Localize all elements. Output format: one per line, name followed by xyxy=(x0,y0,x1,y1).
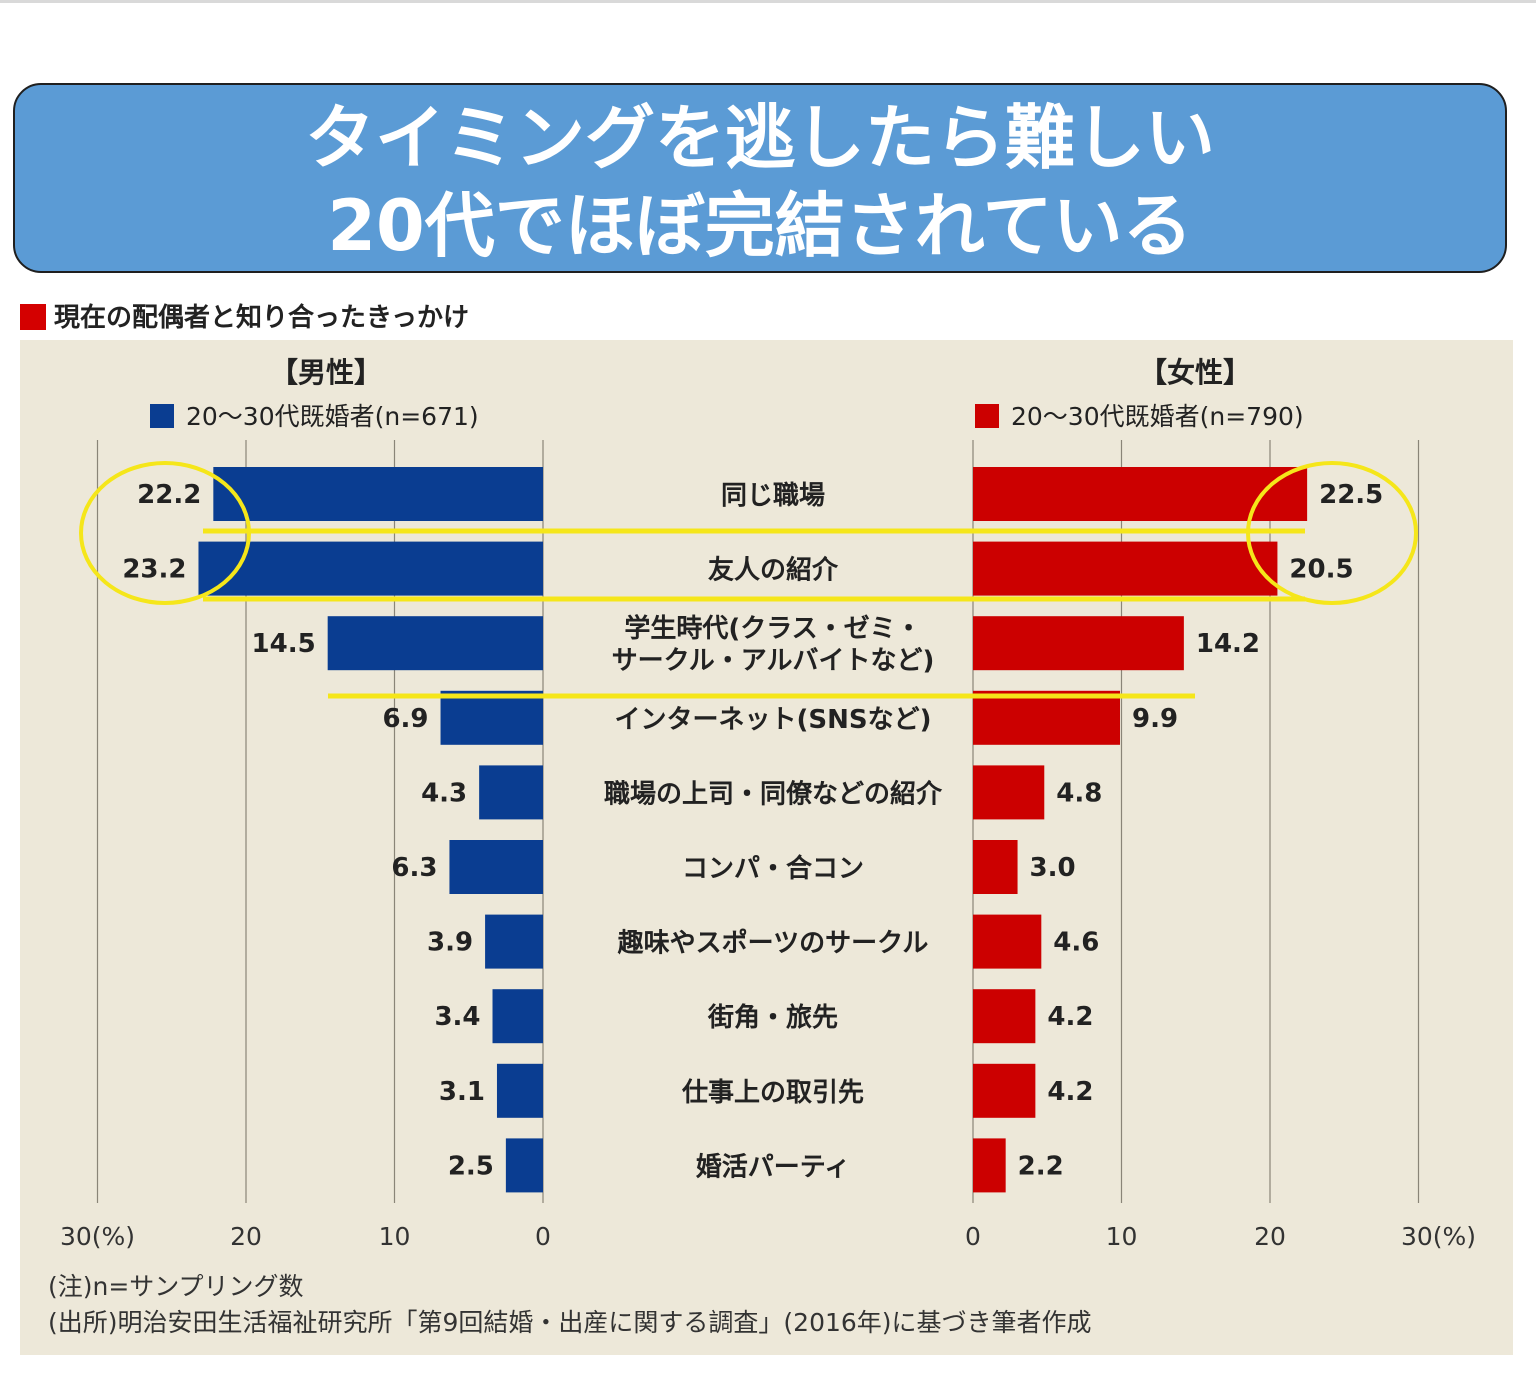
male-value-label: 6.3 xyxy=(391,853,437,883)
highlight-circle xyxy=(1246,461,1418,605)
male-bar xyxy=(327,616,543,671)
chart-panel: 22.2 22.5 23.2 20.5 14.5 14.2 6.9 9.9 4.3 4.8 6.3 3… xyxy=(20,340,1513,1355)
category-label: 婚活パーティ xyxy=(696,1152,850,1182)
male-bar xyxy=(485,914,543,969)
male-bar xyxy=(479,765,543,820)
female-value-label: 20.5 xyxy=(1289,555,1353,585)
female-legend-swatch xyxy=(975,404,999,428)
banner-title-line1: タイミングを逃したら難しい xyxy=(305,97,1215,179)
female-legend-label: 20〜30代既婚者(n=790) xyxy=(1011,402,1304,431)
highlight-overlays xyxy=(79,461,1418,699)
female-value-label: 4.2 xyxy=(1047,1077,1093,1107)
left-tick-label: 20 xyxy=(230,1222,262,1251)
male-value-label: 4.3 xyxy=(421,778,467,808)
footnote: (注)n=サンプリング数 xyxy=(48,1272,304,1301)
heading-marker-icon xyxy=(20,304,46,330)
category-label: 趣味やスポーツのサークル xyxy=(617,928,929,959)
banner-title-line2: 20代でほぼ完結されている xyxy=(327,185,1193,267)
value-labels: 22.2 22.5 23.2 20.5 14.5 14.2 6.9 9.9 4.3 4.8 6.3 3… xyxy=(122,480,1383,1181)
category-label: 仕事上の取引先 xyxy=(681,1078,864,1108)
top-divider xyxy=(0,0,1536,3)
male-value-label: 14.5 xyxy=(252,629,316,659)
highlight-circle xyxy=(79,461,251,605)
headers-legends: 【男性】 【女性】 20〜30代既婚者(n=671) 20〜30代既婚者(n=790) xyxy=(150,356,1304,431)
female-bar xyxy=(973,1063,1036,1118)
male-value-label: 22.2 xyxy=(137,480,201,510)
right-tick-label: 10 xyxy=(1106,1222,1138,1251)
female-value-label: 22.5 xyxy=(1319,480,1383,510)
category-label: 街角・旅先 xyxy=(707,1002,838,1033)
male-bar xyxy=(449,840,543,894)
female-bar xyxy=(973,616,1184,671)
footnote: (出所)明治安田生活福祉研究所「第9回結婚・出産に関する調査」(2016年)に基… xyxy=(48,1308,1092,1337)
category-label: 職場の上司・同僚などの紹介 xyxy=(604,778,943,809)
female-value-label: 2.2 xyxy=(1018,1151,1064,1181)
female-header: 【女性】 xyxy=(1139,356,1251,389)
male-header: 【男性】 xyxy=(270,356,382,389)
male-value-label: 3.4 xyxy=(434,1002,480,1032)
male-value-label: 23.2 xyxy=(122,555,186,585)
chart-title: 現在の配偶者と知り合ったきっかけ xyxy=(54,303,469,333)
male-value-label: 6.9 xyxy=(382,704,428,734)
male-value-label: 2.5 xyxy=(448,1151,494,1181)
male-legend-swatch xyxy=(150,404,174,428)
female-value-label: 4.6 xyxy=(1053,928,1099,958)
male-legend-label: 20〜30代既婚者(n=671) xyxy=(186,402,479,431)
title-banner: タイミングを逃したら難しい 20代でほぼ完結されている xyxy=(13,83,1507,273)
female-bar xyxy=(973,467,1308,521)
category-label: インターネット(SNSなど) xyxy=(615,705,932,735)
right-tick-label: 30(%) xyxy=(1401,1222,1476,1251)
left-tick-label: 0 xyxy=(535,1222,551,1251)
male-value-label: 3.9 xyxy=(427,928,473,958)
category-label: 学生時代(クラス・ゼミ・ xyxy=(624,613,921,644)
female-bar xyxy=(973,690,1121,745)
female-bar xyxy=(973,541,1278,596)
category-label: サークル・アルバイトなど) xyxy=(612,646,935,676)
female-bar xyxy=(973,914,1042,969)
male-bar xyxy=(496,1063,543,1118)
category-label: 友人の紹介 xyxy=(708,555,839,586)
female-value-label: 9.9 xyxy=(1132,704,1178,734)
male-bar xyxy=(440,690,543,745)
female-bar xyxy=(973,765,1045,820)
male-bar xyxy=(198,541,544,596)
male-bar xyxy=(505,1138,543,1193)
male-value-label: 3.1 xyxy=(439,1077,485,1107)
left-tick-label: 30(%) xyxy=(60,1222,135,1251)
female-value-label: 14.2 xyxy=(1196,629,1260,659)
female-bar xyxy=(973,1138,1006,1193)
axis-ticks: 30(%) 20 10 0 0 10 20 30(%) xyxy=(60,1222,1476,1251)
female-value-label: 4.2 xyxy=(1047,1002,1093,1032)
female-bar xyxy=(973,840,1018,894)
notes: (注)n=サンプリング数 (出所)明治安田生活福祉研究所「第9回結婚・出産に関する… xyxy=(48,1272,1092,1337)
male-bar xyxy=(492,989,543,1044)
right-tick-label: 20 xyxy=(1254,1222,1286,1251)
female-value-label: 4.8 xyxy=(1056,778,1102,808)
right-tick-label: 0 xyxy=(965,1222,981,1251)
female-bar xyxy=(973,989,1036,1044)
left-tick-label: 10 xyxy=(379,1222,411,1251)
category-label: 同じ職場 xyxy=(721,481,825,511)
chart-heading: 現在の配偶者と知り合ったきっかけ xyxy=(20,300,469,336)
female-value-label: 3.0 xyxy=(1030,853,1076,883)
category-label: コンパ・合コン xyxy=(682,853,864,884)
male-bar xyxy=(213,467,543,521)
pyramid-chart: 22.2 22.5 23.2 20.5 14.5 14.2 6.9 9.9 4.3 4.8 6.3 3… xyxy=(48,356,1476,1337)
